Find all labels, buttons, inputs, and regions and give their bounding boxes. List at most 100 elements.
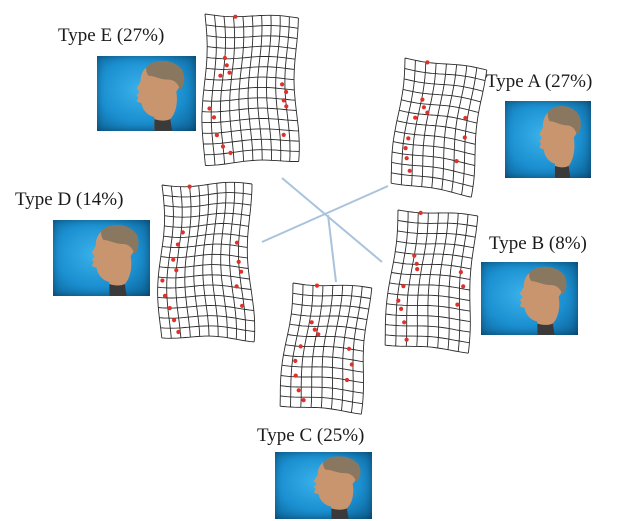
landmark-point [281, 132, 286, 137]
landmark-point [415, 267, 420, 272]
landmark-point [236, 259, 241, 264]
grid-line [164, 223, 249, 228]
landmark-point [316, 332, 321, 337]
landmark-point [176, 329, 181, 335]
grid-line [385, 344, 469, 354]
type-c-face-photo [275, 452, 372, 519]
landmark-point [454, 159, 459, 164]
grid-line [403, 78, 484, 92]
landmark-point [296, 388, 301, 393]
grid-line [395, 251, 473, 259]
grid-line [397, 219, 477, 228]
grid-line [164, 212, 250, 218]
grid-line [204, 149, 300, 156]
face-profile-illustration [91, 224, 139, 296]
landmark-point [234, 284, 239, 289]
face-profile-illustration [136, 60, 185, 131]
landmark-point [171, 257, 176, 262]
grid-line [280, 405, 362, 415]
grid-line [386, 303, 471, 312]
connector-line [327, 214, 337, 283]
grid-line [163, 233, 248, 238]
grid-line [206, 24, 299, 29]
grid-line [202, 97, 296, 102]
grid-line [385, 313, 471, 323]
landmark-point [220, 144, 226, 149]
landmark-point [160, 278, 165, 283]
grid-line [467, 215, 479, 354]
grid-line [203, 86, 295, 92]
grid-line [206, 35, 298, 40]
landmark-point [420, 97, 425, 102]
type-e-deformation-grid [201, 13, 300, 166]
grid-line [396, 240, 474, 249]
grid-line [211, 183, 219, 337]
landmark-point [404, 156, 409, 161]
grid-line [394, 130, 476, 145]
landmark-point [172, 318, 177, 323]
grid-line [385, 334, 470, 344]
landmark-point [228, 150, 233, 155]
landmark-point [309, 320, 314, 325]
grid-line [385, 324, 471, 333]
grid-line [203, 138, 300, 145]
landmark-point [312, 327, 317, 332]
landmark-point [233, 14, 238, 19]
grid-line [395, 211, 409, 347]
landmark-point [412, 253, 417, 258]
landmark-point [281, 98, 286, 103]
type-c-deformation-grid [279, 282, 373, 415]
grid-line [202, 184, 210, 337]
grid-line [391, 172, 474, 188]
grid-line [387, 292, 470, 302]
landmark-point [175, 242, 180, 247]
landmark-point [227, 70, 232, 75]
landmark-point [349, 362, 354, 367]
landmark-point [403, 146, 408, 151]
grid-line [160, 253, 248, 259]
grid-line [291, 313, 368, 321]
type-a-label: Type A (27%) [486, 71, 593, 92]
grid-line [193, 185, 201, 337]
grid-line [287, 334, 365, 342]
landmark-point [174, 268, 179, 273]
landmark-point [413, 115, 418, 120]
grid-line [292, 303, 369, 310]
grid-line [393, 261, 471, 270]
grid-line [416, 213, 429, 347]
landmark-point [425, 110, 430, 115]
landmark-point [224, 63, 229, 68]
grid-line [397, 209, 478, 217]
grid-line [175, 186, 183, 338]
type-c-label: Type C (25%) [257, 425, 365, 446]
type-b-face-photo [481, 262, 578, 335]
grid-line [292, 292, 371, 299]
landmark-point [461, 284, 466, 289]
grid-line [447, 213, 459, 350]
grid-line [229, 182, 237, 340]
landmark-point [187, 184, 192, 189]
grid-line [158, 274, 250, 280]
grid-line [437, 212, 449, 349]
grid-line [161, 181, 253, 188]
type-d-deformation-grid [157, 181, 256, 343]
landmark-point [214, 133, 219, 138]
landmark-point [425, 60, 430, 65]
grid-line [157, 184, 166, 338]
grid-line [158, 305, 254, 311]
landmark-point [211, 115, 217, 120]
landmark-point [396, 298, 401, 303]
landmark-point [301, 398, 306, 403]
grid-line [285, 344, 364, 352]
grid-line [457, 214, 469, 352]
grid-line [392, 151, 475, 166]
type-b-label: Type B (8%) [489, 233, 587, 254]
landmark-point [404, 337, 409, 342]
landmark-point [284, 104, 289, 109]
landmark-point [314, 283, 320, 288]
landmark-point [402, 320, 407, 325]
type-e-label: Type E (27%) [58, 25, 165, 46]
grid-line [405, 212, 419, 347]
